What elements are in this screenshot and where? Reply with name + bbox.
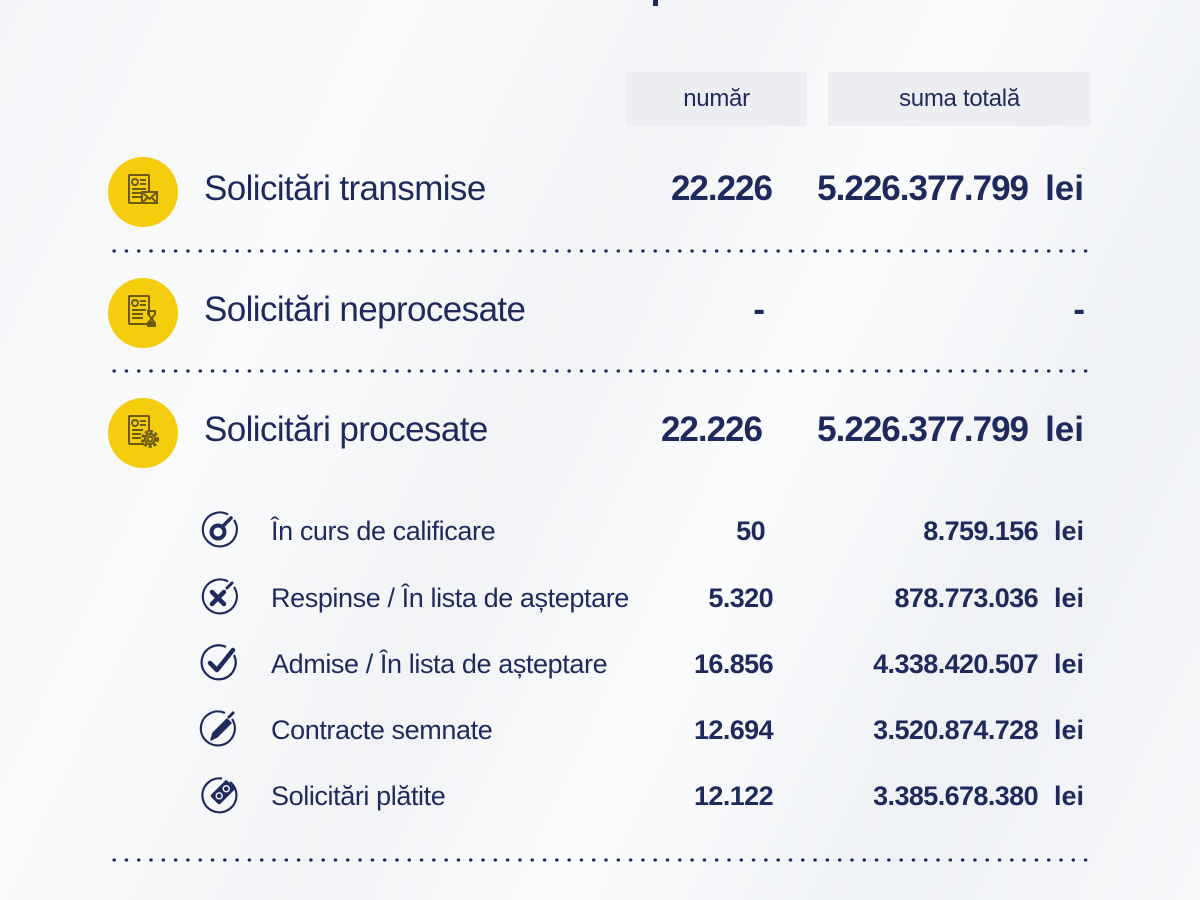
row-currency: lei [1053,715,1084,745]
row-solicitari-procesate: Solicitări procesate 22.226 5.226.377.79… [108,398,1098,468]
row-label: Solicitări procesate [204,410,488,449]
circle-o-icon [201,511,238,548]
row-sum: 878.773.036 [894,583,1038,613]
row-sum: 5.226.377.799 [817,169,1029,208]
row-sum: 3.385.678.380 [873,781,1038,811]
row-count: - [753,290,765,329]
subrow-solicitari-platite: Solicitări plătite 12.122 3.385.678.380 … [198,773,1098,817]
circle-banknote-icon [201,777,238,814]
row-label: Admise / În lista de așteptare [271,649,608,679]
row-count: 22.226 [660,410,763,449]
row-currency: lei [1053,781,1084,811]
row-label: Solicitări plătite [271,781,446,811]
subrow-in-curs-de-calificare: În curs de calificare 50 8.759.156 lei [198,508,1098,552]
circle-x-icon [201,578,238,615]
row-sum: 4.338.420.507 [873,649,1038,679]
column-header-total-sum: suma totală [828,72,1091,126]
row-currency: lei [1045,169,1084,208]
row-currency: lei [1045,410,1084,449]
row-count: 50 [736,516,765,546]
row-count: 12.122 [694,781,774,811]
row-label: În curs de calificare [271,516,496,546]
row-currency: lei [1053,516,1084,546]
row-currency: lei [1053,649,1084,679]
row-count: 16.856 [694,649,774,679]
row-count: 22.226 [670,169,773,208]
row-count: 5.320 [708,583,773,613]
row-label: Respinse / În lista de așteptare [271,583,629,613]
row-sum: 5.226.377.799 [817,410,1029,449]
dotted-divider [108,858,1096,862]
row-label: Contracte semnate [271,715,493,745]
subrow-admise: Admise / În lista de așteptare 16.856 4.… [198,641,1098,685]
subrow-respinse: Respinse / În lista de așteptare 5.320 8… [198,575,1098,619]
title-fragment [653,0,658,6]
row-label: Solicitări transmise [204,169,486,208]
row-sum: 3.520.874.728 [873,715,1038,745]
subrow-contracte-semnate: Contracte semnate 12.694 3.520.874.728 l… [198,707,1098,751]
dotted-divider [108,369,1096,373]
document-gear-icon [108,398,178,468]
row-solicitari-transmise: Solicitări transmise 22.226 5.226.377.79… [108,157,1098,227]
dotted-divider [108,249,1096,253]
row-solicitari-neprocesate: Solicitări neprocesate - - [108,278,1098,348]
row-sum: 8.759.156 [923,516,1038,546]
row-label: Solicitări neprocesate [204,290,526,329]
row-sum: - [1073,290,1085,329]
column-header-count: număr [626,72,807,126]
circle-pen-icon [199,710,236,747]
circle-check-icon [200,644,237,681]
document-hourglass-icon [108,278,178,348]
row-currency: lei [1053,583,1084,613]
document-envelope-icon [108,157,178,227]
row-count: 12.694 [694,715,774,745]
